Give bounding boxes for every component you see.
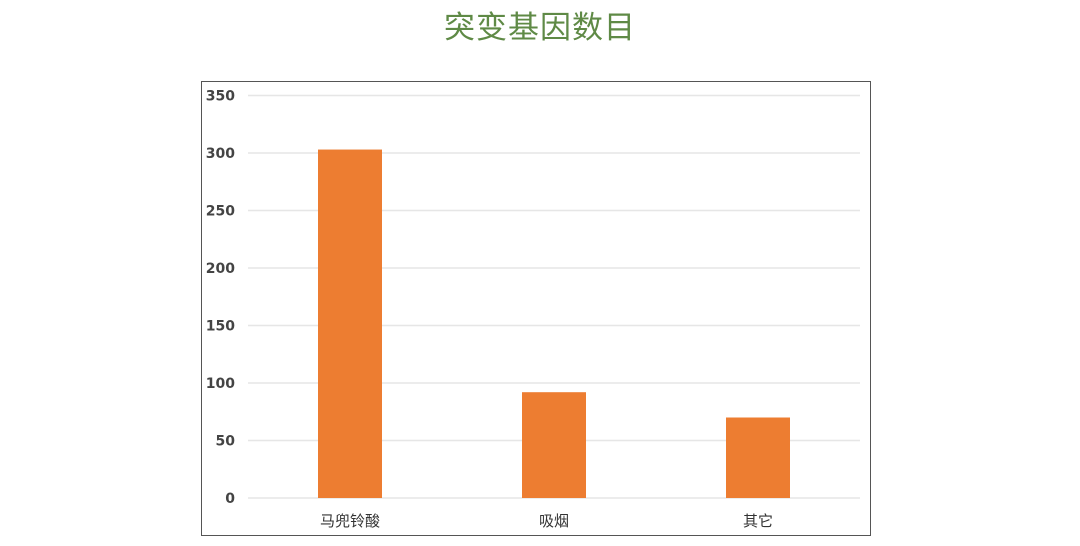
y-tick-label: 200 [206,261,235,277]
x-category-label: 吸烟 [539,512,569,530]
y-tick-label: 0 [225,491,235,507]
x-category-label: 马兜铃酸 [320,512,380,530]
y-tick-label: 250 [206,204,235,220]
bar [726,417,790,498]
y-tick-label: 100 [206,376,235,392]
chart-frame [201,81,871,536]
y-tick-label: 150 [206,319,235,335]
y-tick-label: 350 [206,89,235,105]
chart-title: 突变基因数目 [444,10,636,46]
bar [522,392,586,498]
x-category-label: 其它 [743,512,773,530]
y-tick-label: 300 [206,146,235,162]
y-tick-label: 50 [216,434,236,450]
bar [318,149,382,499]
